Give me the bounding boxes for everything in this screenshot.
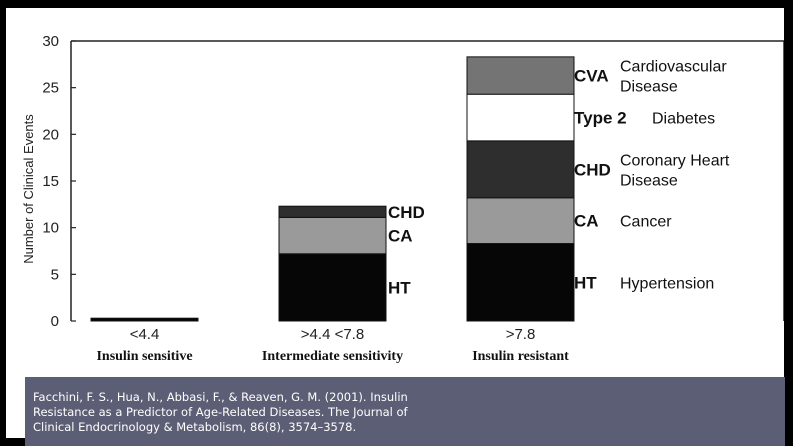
bar-segment-chd [466, 140, 575, 199]
category-name: Intermediate sensitivity [262, 349, 403, 364]
annotation: Hypertension [620, 275, 714, 292]
bar-segment-cva [466, 56, 575, 95]
y-tick-label: 5 [51, 266, 59, 283]
bar-segment-chd [278, 205, 387, 218]
y-tick-label: 10 [42, 220, 59, 237]
annotation: Cancer [620, 214, 672, 231]
axes: 0 5 10 15 20 25 30 Number of Clinical Events [21, 33, 784, 330]
annotation: Disease [620, 79, 678, 96]
segment-label: CVA [574, 67, 609, 86]
bars [90, 56, 575, 322]
y-tick-label: 30 [42, 33, 59, 50]
annotation: Disease [620, 172, 678, 189]
category-name: Insulin resistant [472, 349, 569, 364]
annotation: Diabetes [652, 111, 715, 128]
y-tick-label: 0 [51, 313, 59, 330]
segment-label: Type 2 [574, 109, 627, 128]
citation-box: Facchini, F. S., Hua, N., Abbasi, F., & … [25, 377, 785, 446]
segment-label: HT [574, 273, 597, 292]
stacked-bar-chart: 0 5 10 15 20 25 30 Number of Clinical Events <4… [21, 33, 784, 364]
y-tick-label: 20 [42, 126, 59, 143]
segment-label: CHD [574, 160, 611, 179]
y-axis-label: Number of Clinical Events [21, 114, 36, 264]
y-tick-label: 25 [42, 80, 59, 97]
x-tick-label: <4.4 [130, 326, 160, 343]
segment-label: CA [388, 227, 413, 246]
labels: <4.4 Insulin sensitive >4.4 <7.8 Intermedia… [96, 59, 729, 364]
y-tick-label: 15 [42, 173, 59, 190]
x-tick-label: >4.4 <7.8 [301, 326, 364, 343]
segment-label: CA [574, 212, 599, 231]
bar-segment-ht [466, 243, 575, 322]
bar-segment-ht [278, 253, 387, 322]
annotation: Coronary Heart [620, 152, 730, 169]
bar-segment-ht [90, 317, 199, 322]
citation-text: Facchini, F. S., Hua, N., Abbasi, F., & … [33, 390, 408, 434]
bar-segment-type-2 [466, 93, 575, 142]
segment-label: HT [388, 278, 411, 297]
segment-label: CHD [388, 203, 425, 222]
x-tick-label: >7.8 [506, 326, 536, 343]
bar-segment-ca [466, 197, 575, 245]
annotation: Cardiovascular [620, 59, 727, 76]
category-name: Insulin sensitive [96, 349, 192, 364]
chart-frame: 0 5 10 15 20 25 30 Number of Clinical Events <4… [6, 8, 785, 446]
bar-segment-ca [278, 216, 387, 255]
